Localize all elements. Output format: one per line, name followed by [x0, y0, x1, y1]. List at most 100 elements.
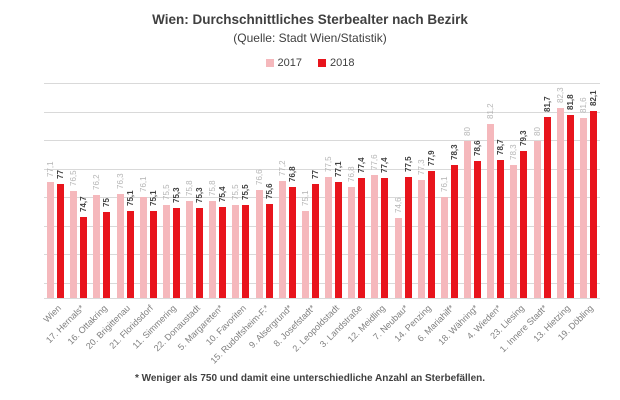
bar-value-label-2017: 75,5 [231, 184, 241, 201]
gridline [44, 140, 600, 142]
bar-value-label-2017: 76,2 [92, 174, 102, 191]
bar-2018 [265, 203, 273, 298]
bar-value-label-2017: 77,1 [46, 161, 56, 178]
bar-value-label-2018: 78,7 [496, 139, 506, 155]
bar-2017 [510, 165, 518, 298]
bar-2018 [589, 111, 597, 298]
legend-label-2017: 2017 [277, 57, 302, 69]
bar-2018 [80, 216, 88, 298]
chart-subtitle: (Quelle: Stadt Wien/Statistik) [233, 31, 387, 45]
bar-2017 [394, 218, 402, 298]
bar-value-label-anchor: 77,9 [427, 150, 452, 169]
bar-2017 [371, 175, 379, 298]
bar-value-label-2018: 77 [310, 169, 320, 179]
bar-value-label-2017: 76,8 [347, 166, 357, 182]
bar-2018 [520, 151, 528, 298]
bar-2018 [103, 212, 111, 298]
bar-value-label-2018: 75,3 [171, 187, 181, 204]
bar-2018 [450, 165, 458, 298]
bar-value-label-2018: 77 [56, 169, 66, 179]
bar-value-label-anchor: 82,1 [589, 91, 614, 109]
legend-swatch-2017 [265, 59, 274, 67]
bar-2017 [162, 205, 170, 298]
legend-item-2017: 2017 [265, 57, 302, 69]
bar-value-label-2018: 75 [102, 198, 112, 208]
legend-swatch-2018 [318, 59, 326, 67]
bar-value-label-2017: 77,2 [277, 160, 287, 177]
legend-label-2018: 2018 [330, 57, 355, 69]
bar-2018 [404, 176, 412, 298]
legend-item-2018: 2018 [318, 57, 354, 69]
bar-2017 [70, 191, 78, 298]
bar-2018 [358, 178, 366, 298]
bar-value-label-2017: 81,2 [486, 103, 496, 119]
bar-2017 [440, 196, 448, 298]
bar-2018 [543, 116, 551, 298]
gridline [44, 197, 600, 199]
bar-2017 [186, 201, 194, 298]
gridline [44, 225, 600, 227]
bar-value-label-2018: 81,7 [542, 96, 552, 112]
bar-2017 [139, 196, 147, 298]
bar-value-label-2018: 75,6 [264, 183, 274, 199]
bar-2018 [288, 186, 296, 298]
bar-value-label-2018: 82,1 [588, 90, 598, 107]
bar-2017 [579, 118, 587, 298]
gridline [44, 83, 600, 84]
chart-title: Wien: Durchschnittliches Sterbealter nac… [152, 12, 468, 27]
bar-value-label-2017: 76,5 [69, 170, 79, 186]
bar-value-label-2018: 81,8 [565, 94, 575, 111]
bar-value-label-2017: 74,6 [393, 197, 403, 214]
bar-2017 [278, 181, 286, 298]
bar-value-label-anchor: 76,2 [92, 175, 117, 193]
bar-2017 [556, 108, 564, 298]
bar-value-label-2018: 75,4 [218, 186, 228, 202]
footnote: * Weniger als 750 und damit eine untersc… [134, 373, 486, 384]
bar-2018 [566, 115, 574, 298]
bar-2017 [533, 141, 541, 298]
bar-2017 [301, 210, 309, 298]
bar-value-label-2018: 77,4 [380, 157, 390, 174]
bar-value-label-2017: 75,8 [208, 180, 218, 196]
bar-value-label-anchor: 76,8 [288, 166, 313, 185]
bar-value-label-2017: 75,5 [161, 184, 171, 201]
bar-value-label-2017: 76,1 [138, 176, 148, 192]
bar-value-label-2018: 77,1 [334, 161, 344, 178]
bar-value-label-2017: 75,8 [185, 180, 195, 196]
bar-value-label-anchor: 77,4 [380, 158, 405, 176]
bar-value-label-2017: 77,3 [416, 159, 426, 175]
bar-2018 [474, 161, 482, 298]
bar-value-label-2017: 75,1 [300, 190, 310, 206]
bar-2017 [487, 123, 495, 298]
bar-2018 [57, 183, 65, 298]
bar-2017 [209, 201, 217, 298]
bar-value-label-2017: 82,3 [555, 87, 565, 104]
bar-value-label-2017: 76,6 [254, 169, 264, 185]
bar-2018 [381, 178, 389, 298]
bar-value-label-2018: 79,3 [519, 130, 529, 147]
bar-value-label-2017: 76,3 [115, 173, 125, 189]
bar-value-label-anchor: 81,2 [486, 103, 511, 122]
bar-value-label-2017: 81,6 [578, 97, 588, 114]
bar-value-label-2018: 76,8 [287, 166, 297, 182]
gridline [44, 168, 600, 170]
bar-value-label-2017: 80 [463, 127, 473, 137]
bar-2017 [464, 141, 472, 298]
bar-2018 [335, 182, 343, 298]
bar-value-label-2018: 77,4 [357, 157, 367, 174]
bar-value-label-2017: 77,5 [324, 156, 334, 172]
bar-value-label-2018: 77,5 [403, 156, 413, 172]
plot-area: 77,1 77 Wien 76,5 74,7 17. Hernals* 76,2 75 16. … [41, 83, 600, 366]
bar-2018 [311, 183, 319, 298]
bar-value-label-2018: 78,6 [473, 140, 483, 157]
bar-value-label-2018: 75,1 [148, 190, 158, 206]
bar-value-label-2018: 75,5 [241, 184, 251, 201]
bar-value-label-2017: 78,3 [509, 144, 519, 161]
bar-2018 [149, 210, 157, 298]
bar-2018 [172, 208, 180, 298]
bar-value-label-2018: 78,3 [449, 144, 459, 161]
bar-2017 [417, 179, 425, 298]
bar-value-label-2017: 77,6 [370, 154, 380, 171]
bar-2017 [255, 189, 263, 298]
